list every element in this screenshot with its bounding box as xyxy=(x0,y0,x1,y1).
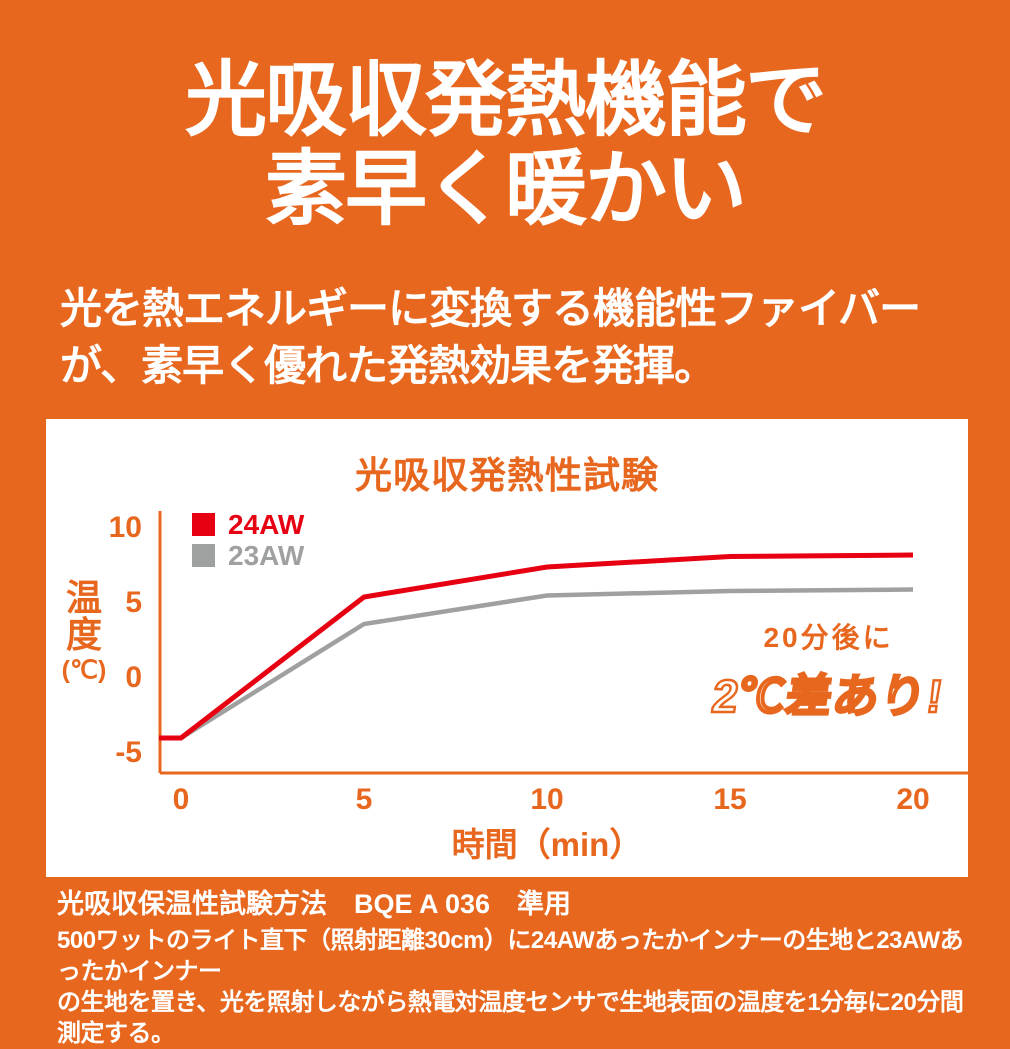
legend-swatch-23aw xyxy=(192,544,215,567)
method-note-line3: の生地を置き、光を照射しながら熱電対温度センサで生地表面の温度を1分毎に20分間… xyxy=(57,989,964,1047)
y-tick-label: 5 xyxy=(125,586,142,619)
legend-label-23aw: 23AW xyxy=(228,540,305,571)
series-line-24aw xyxy=(159,552,914,741)
page-title-line2: 素早く暖かい xyxy=(264,144,747,235)
header: 光吸収発熱機能で 素早く暖かい xyxy=(0,56,1010,234)
y-tick-label: 10 xyxy=(108,511,142,544)
y-axis-label: 温 度 (℃) xyxy=(58,579,110,685)
x-tick-label: 0 xyxy=(172,783,190,816)
subtitle-line1: 光を熱エネルギーに変換する機能性ファイバー xyxy=(60,285,921,332)
x-tick-label: 5 xyxy=(355,783,373,816)
x-tick-label: 10 xyxy=(530,783,564,816)
annotation-line1: 20分後に xyxy=(763,622,894,653)
y-tick-label: -5 xyxy=(115,736,142,769)
legend-swatch-24aw xyxy=(192,513,215,536)
legend-row-24aw: 24AW xyxy=(192,509,305,540)
subtitle-line2: が、素早く優れた発熱効果を発揮。 xyxy=(60,342,716,389)
legend-row-23aw: 23AW xyxy=(192,540,305,571)
x-axis-label: 時間（min） xyxy=(451,826,643,863)
line-chart xyxy=(158,511,968,775)
y-axis-unit: (℃) xyxy=(61,656,107,684)
method-note-title: 光吸収保温性試験方法 BQE A 036 準用 xyxy=(57,889,572,919)
x-tick-label: 15 xyxy=(713,783,747,816)
page-title-line1: 光吸収発熱機能で xyxy=(184,55,827,146)
y-axis-label-char: 度 xyxy=(65,614,102,655)
annotation-line2: 2℃差あり! xyxy=(708,669,949,724)
chart-legend: 24AW 23AW xyxy=(192,509,305,575)
chart-title: 光吸収発熱性試験 xyxy=(355,455,659,496)
y-tick-label: 0 xyxy=(125,661,142,694)
y-axis-label-char: 温 xyxy=(65,577,102,618)
legend-label-24aw: 24AW xyxy=(228,509,305,540)
x-tick-label: 20 xyxy=(896,783,930,816)
chart-panel: 光吸収発熱性試験 24AW 23AW 温 度 (℃) 10 5 0 -5 0 5 10 15 2… xyxy=(46,419,968,877)
subtitle: 光を熱エネルギーに変換する機能性ファイバー が、素早く優れた発熱効果を発揮。 xyxy=(60,280,970,394)
page-title: 光吸収発熱機能で 素早く暖かい xyxy=(0,56,1010,234)
method-note-line2: 500ワットのライト直下（照射距離30cm）に24AWあったかインナーの生地と2… xyxy=(57,927,964,985)
chart-annotation: 20分後に 2℃差あり! xyxy=(708,616,949,726)
method-note: 光吸収保温性試験方法 BQE A 036 準用 500ワットのライト直下（照射距… xyxy=(57,888,977,1049)
